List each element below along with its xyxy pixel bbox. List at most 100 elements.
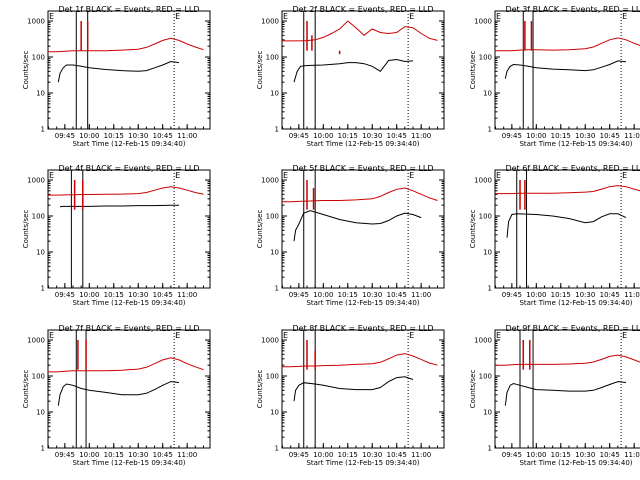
events-series-line (293, 58, 414, 83)
eclipse-flag-label: E (622, 12, 627, 21)
x-axis-label: Start Time (12-Feb-15 09:34:40) (72, 459, 185, 467)
y-tick-label: 1 (275, 126, 279, 134)
y-tick-label: 1000 (27, 177, 45, 185)
y-axis-label: Counts/sec (469, 51, 477, 90)
events-series-line (504, 381, 627, 406)
lld-series-line (48, 186, 204, 196)
plot-frame (47, 10, 211, 130)
y-tick-label: 10 (36, 90, 45, 98)
eclipse-flag-label: E (496, 12, 501, 21)
events-series-line (293, 210, 422, 242)
y-tick-label: 10 (483, 249, 492, 257)
lld-series-line (495, 354, 640, 366)
y-tick-label: 1000 (27, 18, 45, 26)
y-tick-label: 10 (270, 409, 279, 417)
x-tick-label: 10:45 (153, 132, 173, 140)
y-tick-label: 1000 (474, 18, 492, 26)
x-tick-label: 11:00 (177, 451, 197, 459)
y-axis-label: Counts/sec (469, 370, 477, 409)
y-tick-label: 10 (270, 249, 279, 257)
panel-title: Det 6f BLACK = Events, RED = LLD (505, 164, 640, 173)
x-tick-label: 11:00 (411, 451, 431, 459)
x-tick-label: 10:15 (104, 451, 124, 459)
x-tick-label: 10:45 (387, 451, 407, 459)
eclipse-flag-label: E (283, 331, 288, 340)
eclipse-flag-label: E (283, 171, 288, 180)
x-tick-label: 10:15 (338, 451, 358, 459)
y-tick-label: 1000 (261, 337, 279, 345)
eclipse-flag-label: E (49, 12, 54, 21)
y-axis-label: Counts/sec (256, 210, 264, 249)
x-tick-label: 09:45 (289, 132, 309, 140)
x-tick-label: 09:45 (289, 451, 309, 459)
detector-panel: Det 4f BLACK = Events, RED = LLD 1 10 100 10… (22, 164, 211, 307)
x-tick-label: 11:00 (177, 132, 197, 140)
x-tick-label: 10:30 (128, 451, 148, 459)
y-tick-label: 1 (488, 126, 492, 134)
x-tick-label: 11:00 (624, 132, 640, 140)
x-tick-label: 10:00 (313, 291, 333, 299)
x-tick-label: 09:45 (55, 451, 75, 459)
y-tick-label: 100 (479, 213, 492, 221)
y-axis-label: Counts/sec (256, 370, 264, 409)
panel-title: Det 4f BLACK = Events, RED = LLD (58, 164, 199, 173)
x-tick-label: 10:30 (362, 291, 382, 299)
eclipse-flag-label: E (496, 171, 501, 180)
x-tick-label: 10:45 (153, 451, 173, 459)
x-tick-label: 09:45 (289, 291, 309, 299)
y-tick-label: 1 (488, 445, 492, 453)
plot-frame (494, 329, 640, 449)
eclipse-flag-label: E (409, 331, 414, 340)
y-tick-label: 100 (32, 213, 45, 221)
eclipse-flag-label: E (496, 331, 501, 340)
y-tick-label: 10 (270, 90, 279, 98)
x-tick-label: 10:00 (526, 132, 546, 140)
x-tick-label: 10:45 (153, 291, 173, 299)
x-tick-label: 11:00 (624, 451, 640, 459)
y-tick-label: 100 (266, 213, 279, 221)
events-series-line (57, 381, 180, 406)
panel-title: Det 5f BLACK = Events, RED = LLD (292, 164, 433, 173)
x-tick-label: 10:30 (362, 132, 382, 140)
lld-series-line (48, 37, 204, 53)
detector-panel: Det 3f BLACK = Events, RED = LLD 1 10 100 10… (469, 5, 640, 148)
eclipse-flag-label: E (175, 12, 180, 21)
y-axis-label: Counts/sec (22, 370, 30, 409)
x-tick-label: 10:00 (313, 132, 333, 140)
x-tick-label: 10:00 (526, 291, 546, 299)
y-tick-label: 1 (41, 126, 45, 134)
x-tick-label: 10:15 (338, 132, 358, 140)
x-axis-label: Start Time (12-Feb-15 09:34:40) (519, 299, 632, 307)
eclipse-flag-label: E (409, 12, 414, 21)
lld-series-line (282, 353, 438, 368)
lld-series-line (282, 187, 438, 203)
x-tick-label: 10:45 (387, 132, 407, 140)
events-series-line (506, 213, 627, 238)
panel-title: Det 8f BLACK = Events, RED = LLD (292, 324, 433, 333)
y-tick-label: 100 (479, 54, 492, 62)
detector-panel: Det 5f BLACK = Events, RED = LLD 1 10 100 10… (256, 164, 445, 307)
plot-frame (281, 329, 445, 449)
y-tick-label: 1 (275, 445, 279, 453)
x-axis-label: Start Time (12-Feb-15 09:34:40) (72, 299, 185, 307)
x-tick-label: 10:45 (600, 291, 620, 299)
events-series-line (59, 204, 179, 208)
x-tick-label: 10:00 (313, 451, 333, 459)
eclipse-flag-label: E (622, 331, 627, 340)
y-tick-label: 10 (36, 249, 45, 257)
plot-frame (281, 169, 445, 289)
plot-frame (281, 10, 445, 130)
y-tick-label: 1 (275, 285, 279, 293)
y-tick-label: 100 (32, 54, 45, 62)
x-tick-label: 09:45 (55, 132, 75, 140)
detector-panel: Det 2f BLACK = Events, RED = LLD 1 10 100 10… (256, 5, 445, 148)
y-tick-label: 1000 (474, 337, 492, 345)
x-tick-label: 10:15 (104, 132, 124, 140)
x-tick-label: 09:45 (502, 132, 522, 140)
y-tick-label: 1000 (474, 177, 492, 185)
y-tick-label: 100 (479, 373, 492, 381)
x-tick-label: 11:00 (411, 291, 431, 299)
y-tick-label: 10 (36, 409, 45, 417)
x-axis-label: Start Time (12-Feb-15 09:34:40) (306, 299, 419, 307)
